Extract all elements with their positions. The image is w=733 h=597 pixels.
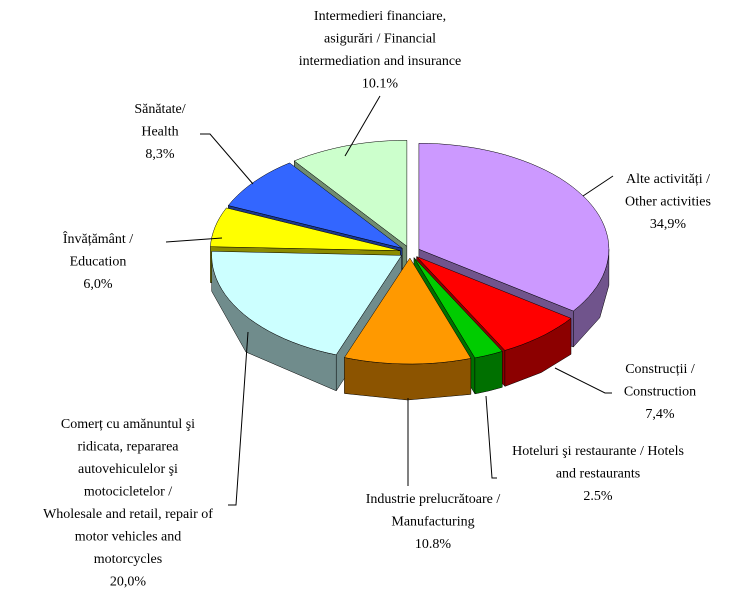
slice	[413, 257, 503, 359]
slice	[418, 143, 610, 312]
slice-label: Învățământ /	[63, 230, 133, 247]
slice-label: motor vehicles and	[75, 530, 182, 545]
slice-label: motocicletelor /	[84, 485, 172, 500]
slice-label: Wholesale and retail, repair of	[43, 507, 213, 522]
slice-label: Construction	[624, 385, 696, 400]
slice-label: Education	[70, 255, 127, 270]
leader-line	[582, 175, 614, 197]
slice-label: asigurări / Financial	[324, 32, 436, 47]
slice-label: Health	[141, 125, 178, 140]
value-label: 2.5%	[583, 489, 613, 504]
slice-label: Sănătate/	[134, 102, 185, 117]
slice	[416, 256, 572, 351]
slice-label: Hoteluri şi restaurante / Hotels	[512, 444, 684, 459]
value-label: 8,3%	[145, 147, 175, 162]
value-label: 10.8%	[415, 537, 452, 552]
slice-label: motorcycles	[94, 552, 162, 567]
value-label: 6,0%	[83, 277, 113, 292]
pie	[210, 140, 610, 401]
leader-line	[485, 395, 497, 479]
leader-line	[228, 331, 249, 506]
value-label: 20,0%	[110, 575, 147, 590]
slice-label: Manufacturing	[391, 515, 474, 530]
value-label: 7,4%	[645, 407, 675, 422]
slice-label: Other activities	[625, 195, 711, 210]
slice-label: Comerț cu amănuntul şi	[61, 417, 195, 432]
slice-label: Intermedieri financiare,	[314, 9, 446, 24]
slice	[343, 257, 472, 365]
leader-line	[200, 133, 254, 185]
slice	[210, 207, 401, 251]
slice	[293, 140, 408, 247]
leader-line	[554, 367, 612, 394]
slice	[211, 251, 403, 356]
slice-label: ridicata, repararea	[77, 440, 179, 455]
slice-label: Alte activități /	[626, 172, 710, 187]
slice-label: autovehiculelor şi	[78, 462, 178, 477]
slice-label: Construcții /	[625, 362, 695, 377]
value-label: 34,9%	[650, 217, 687, 232]
slice-label: Industrie prelucrătoare /	[366, 492, 501, 507]
value-label: 10.1%	[362, 77, 399, 92]
leader-line	[344, 95, 381, 157]
slice	[227, 162, 403, 249]
leader-line	[165, 237, 223, 243]
slice-label: and restaurants	[556, 467, 640, 482]
slice-side	[474, 350, 503, 395]
slice-label: intermediation and insurance	[299, 54, 462, 69]
